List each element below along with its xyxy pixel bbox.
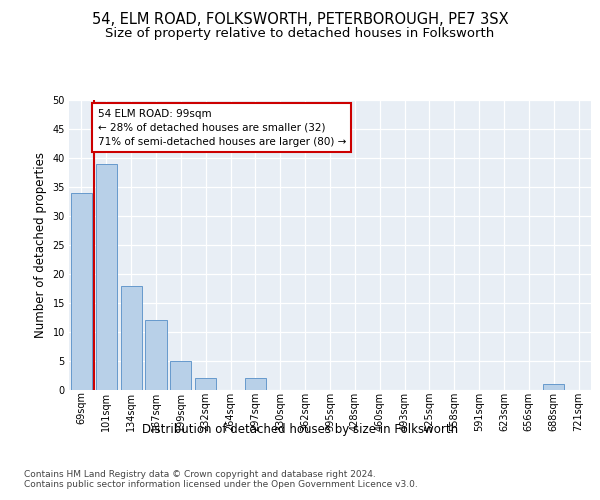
Bar: [170, 361, 191, 390]
Bar: [195, 378, 216, 390]
Text: Distribution of detached houses by size in Folksworth: Distribution of detached houses by size …: [142, 422, 458, 436]
Text: Contains HM Land Registry data © Crown copyright and database right 2024.
Contai: Contains HM Land Registry data © Crown c…: [24, 470, 418, 490]
Bar: [121, 286, 142, 390]
Y-axis label: Number of detached properties: Number of detached properties: [34, 152, 47, 338]
Text: 54 ELM ROAD: 99sqm
← 28% of detached houses are smaller (32)
71% of semi-detache: 54 ELM ROAD: 99sqm ← 28% of detached hou…: [98, 108, 346, 146]
Bar: [96, 164, 117, 390]
Bar: [245, 378, 266, 390]
Text: 54, ELM ROAD, FOLKSWORTH, PETERBOROUGH, PE7 3SX: 54, ELM ROAD, FOLKSWORTH, PETERBOROUGH, …: [92, 12, 508, 28]
Text: Size of property relative to detached houses in Folksworth: Size of property relative to detached ho…: [106, 28, 494, 40]
Bar: [145, 320, 167, 390]
Bar: [71, 193, 92, 390]
Bar: [543, 384, 564, 390]
